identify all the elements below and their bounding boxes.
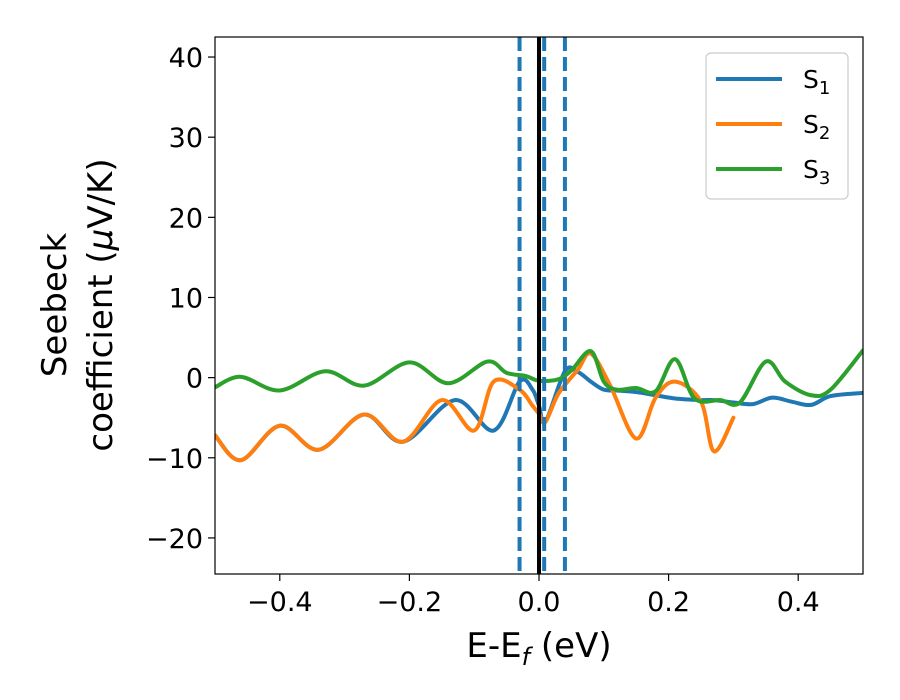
legend-label-s1: S1 (803, 65, 830, 99)
y-axis-label-mu: μ (81, 229, 121, 252)
x-tick-label: 0.2 (647, 587, 690, 618)
y-axis-label-line2: coefficient (μV/K) (81, 158, 121, 451)
x-tick-label: 0.0 (518, 587, 561, 618)
legend-label-s3: S3 (803, 155, 830, 189)
y-tick-label: 0 (186, 364, 203, 395)
x-ticks: −0.4 −0.2 0.0 0.2 0.4 (247, 574, 820, 618)
legend: S1 S2 S3 (705, 52, 849, 200)
y-tick-label: 30 (169, 123, 203, 154)
x-axis-label-unit: (eV) (530, 626, 612, 666)
x-tick-label: −0.4 (247, 587, 313, 618)
y-tick-label: −20 (146, 524, 203, 555)
vertical-lines-layer (517, 37, 567, 574)
x-axis-label-main: E-E (466, 626, 521, 666)
y-axis-label-line2-pre: coefficient ( (81, 250, 121, 451)
x-tick-label: 0.4 (777, 587, 820, 618)
y-tick-label: 40 (169, 43, 203, 74)
series-line-s3 (215, 348, 863, 407)
y-tick-label: 20 (169, 203, 203, 234)
y-tick-label: 10 (169, 283, 203, 314)
y-axis-label-line2-post: V/K) (81, 158, 121, 228)
legend-label-s2: S2 (803, 110, 830, 144)
y-ticks: −20 −10 0 10 20 30 40 (146, 43, 215, 555)
x-tick-label: −0.2 (377, 587, 443, 618)
x-axis-label: E-Ef (eV) (466, 626, 611, 671)
y-tick-label: −10 (146, 444, 203, 475)
y-axis-label-line1: Seebeck (35, 233, 75, 378)
